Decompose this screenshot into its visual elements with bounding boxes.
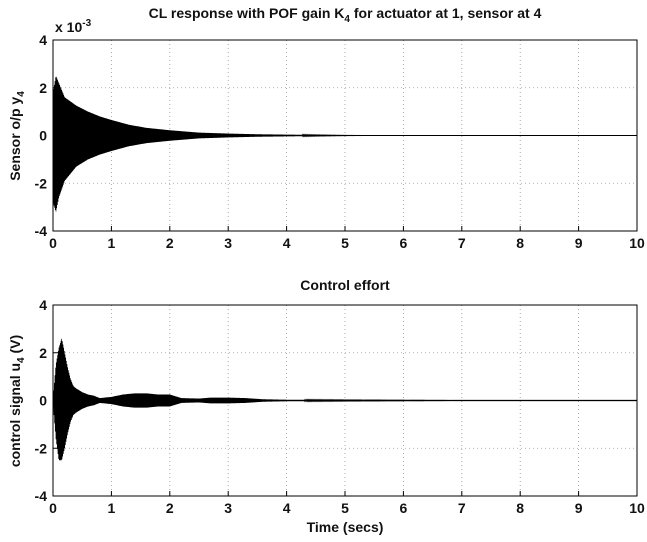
bottom-x-tick-label-3: 3 bbox=[224, 500, 232, 516]
bottom-x-ticks: 0 1 2 3 4 5 6 7 8 9 10 bbox=[49, 491, 645, 516]
bottom-x-tick-label-4: 4 bbox=[283, 500, 291, 516]
top-series-signal bbox=[52, 76, 381, 212]
top-y-tick-label--4: -4 bbox=[35, 223, 48, 239]
bottom-y-tick-label--4: -4 bbox=[35, 488, 48, 504]
top-x-tick-label-4: 4 bbox=[283, 235, 291, 251]
top-y-ticks: 4 2 0 -2 -4 bbox=[35, 32, 58, 239]
bottom-chart-title: Control effort bbox=[300, 277, 390, 293]
top-exponent-label: x 10-3 bbox=[55, 18, 92, 35]
bottom-x-tick-label-1: 1 bbox=[108, 500, 116, 516]
bottom-y-ticks: 4 2 0 -2 -4 bbox=[35, 297, 58, 504]
bottom-y-tick-label-2: 2 bbox=[39, 345, 47, 361]
bottom-subplot: Control effort 0 1 2 3 4 5 6 7 8 9 10 4 2 0 -2 -4 cont… bbox=[7, 277, 645, 535]
top-x-tick-label-2: 2 bbox=[166, 235, 174, 251]
top-x-tick-label-3: 3 bbox=[224, 235, 232, 251]
top-x-tick-label-6: 6 bbox=[400, 235, 408, 251]
top-y-tick-label--2: -2 bbox=[35, 175, 48, 191]
top-chart-title: CL response with POF gain K4 for actuato… bbox=[149, 5, 542, 25]
top-y-axis-label: Sensor o/p y4 bbox=[7, 91, 27, 181]
bottom-y-tick-label-4: 4 bbox=[39, 297, 47, 313]
top-x-tick-label-9: 9 bbox=[575, 235, 583, 251]
bottom-series-signal bbox=[52, 338, 638, 461]
bottom-signal-line bbox=[52, 338, 638, 461]
bottom-x-tick-label-10: 10 bbox=[629, 500, 645, 516]
top-x-tick-label-8: 8 bbox=[516, 235, 524, 251]
bottom-y-tick-label--2: -2 bbox=[35, 440, 48, 456]
top-x-tick-label-5: 5 bbox=[341, 235, 349, 251]
bottom-x-tick-label-2: 2 bbox=[166, 500, 174, 516]
bottom-x-tick-label-8: 8 bbox=[516, 500, 524, 516]
top-y-tick-label-4: 4 bbox=[39, 32, 47, 48]
top-x-tick-label-10: 10 bbox=[629, 235, 645, 251]
bottom-x-tick-label-0: 0 bbox=[49, 500, 57, 516]
bottom-x-tick-label-7: 7 bbox=[458, 500, 466, 516]
top-x-tick-label-0: 0 bbox=[49, 235, 57, 251]
bottom-x-axis-label: Time (secs) bbox=[307, 519, 384, 535]
top-signal-line bbox=[52, 76, 381, 212]
bottom-x-tick-label-9: 9 bbox=[575, 500, 583, 516]
top-y-tick-label-2: 2 bbox=[39, 80, 47, 96]
bottom-x-tick-label-6: 6 bbox=[400, 500, 408, 516]
top-y-tick-label-0: 0 bbox=[39, 128, 47, 144]
bottom-y-tick-label-0: 0 bbox=[39, 393, 47, 409]
bottom-x-tick-label-5: 5 bbox=[341, 500, 349, 516]
top-x-tick-label-7: 7 bbox=[458, 235, 466, 251]
top-subplot: CL response with POF gain K4 for actuato… bbox=[7, 5, 645, 251]
top-x-ticks: 0 1 2 3 4 5 6 7 8 9 10 bbox=[49, 226, 645, 251]
bottom-y-axis-label: control signal u4 (V) bbox=[7, 335, 27, 467]
top-x-tick-label-1: 1 bbox=[108, 235, 116, 251]
